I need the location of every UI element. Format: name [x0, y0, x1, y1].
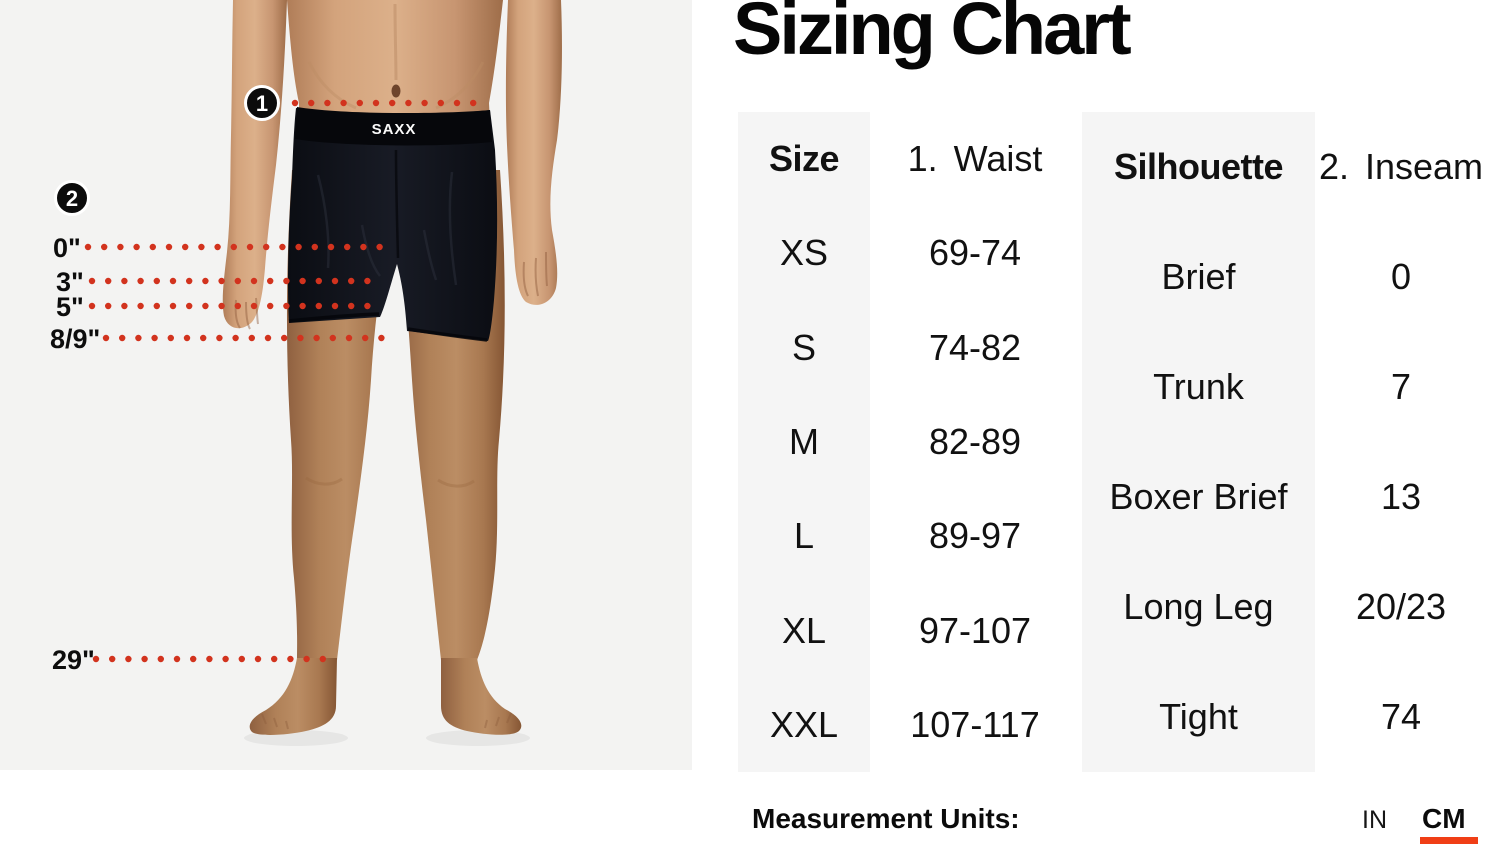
size-cell: XL [781, 609, 827, 651]
waist-cell: 89-97 [928, 515, 1022, 557]
silhouette-cell: Long Leg [1123, 586, 1274, 627]
inseam-label-0in: 0" [53, 233, 81, 263]
inseam-cell: 20/23 [1355, 586, 1447, 627]
model-photo: SAXX 1 2 0" 3" 5" 8/9" [0, 0, 692, 770]
right-arm [505, 0, 562, 305]
model-figure-graphic: SAXX 1 2 0" 3" 5" 8/9" [50, 0, 562, 746]
silhouette-inseam-table: Silhouette 2. Inseam Brief 0 Trunk 7 Box… [1082, 112, 1487, 772]
waist-cell: 69-74 [928, 232, 1022, 274]
unit-toggle-in[interactable]: IN [1362, 806, 1387, 834]
inseam-cell: 74 [1380, 696, 1422, 737]
silhouette-cell: Brief [1161, 256, 1236, 297]
right-foot [441, 658, 522, 735]
silhouette-column-band [1082, 112, 1315, 772]
silhouette-cell: Trunk [1153, 366, 1244, 407]
waist-cell: 82-89 [928, 420, 1022, 462]
silhouette-cell: Boxer Brief [1109, 476, 1288, 517]
size-cell: XXL [769, 703, 839, 745]
inseam-marker-badge: 2 [54, 180, 90, 216]
size-column-header: Size [768, 138, 840, 180]
ab-center-line [393, 3, 398, 81]
inseam-column-header: 2. Inseam [1315, 112, 1487, 222]
waistband [295, 107, 492, 146]
toe-lines [261, 712, 512, 730]
waist-marker-badge: 1 [244, 85, 280, 121]
size-cell: S [791, 326, 816, 368]
waist-marker-number: 1 [256, 91, 268, 116]
size-cell: XS [779, 232, 829, 274]
navel [391, 84, 401, 98]
inseam-cell: 7 [1390, 366, 1412, 407]
underwear [288, 108, 498, 341]
left-arm [222, 0, 287, 329]
brand-logo-text: SAXX [372, 121, 417, 138]
silhouette-column-header: Silhouette [1113, 146, 1284, 187]
underwear-folds [316, 171, 458, 286]
size-column-band [738, 112, 870, 772]
selected-unit-underline [1420, 837, 1478, 844]
knee-creases [305, 476, 475, 488]
left-hand-finger-lines [234, 297, 259, 330]
size-cell: M [789, 420, 819, 462]
inseam-label-29in: 29" [52, 645, 95, 675]
page-title: Sizing Chart [733, 0, 1132, 70]
waist-cell: 97-107 [918, 609, 1032, 651]
left-foot [249, 658, 337, 735]
inseam-header-label: Inseam [1364, 146, 1484, 187]
waist-header-label: Waist [953, 138, 1043, 180]
underwear-hem-lines [288, 312, 488, 342]
inseam-label-8-9in: 8/9" [50, 324, 100, 354]
silhouette-cell: Tight [1159, 696, 1238, 737]
waist-cell: 74-82 [928, 326, 1022, 368]
inseam-cell: 13 [1380, 476, 1422, 517]
waist-column-header: 1. Waist [870, 112, 1080, 206]
underwear-center-seam [394, 149, 400, 259]
right-hand-finger-lines [522, 251, 548, 297]
inseam-label-5in: 5" [56, 292, 84, 322]
size-waist-table: Size 1. Waist XS 69-74 S 74-82 M 82-89 L… [738, 112, 1080, 772]
waist-header-number: 1. [907, 138, 938, 180]
size-cell: L [793, 515, 815, 557]
waist-cell: 107-117 [910, 703, 1040, 745]
unit-toggle-cm[interactable]: CM [1422, 803, 1466, 834]
inseam-marker-number: 2 [66, 186, 78, 211]
inseam-cell: 0 [1390, 256, 1412, 297]
inseam-header-number: 2. [1318, 146, 1349, 187]
inseam-label-3in: 3" [56, 267, 84, 297]
measurement-units-label: Measurement Units: [752, 803, 1020, 834]
